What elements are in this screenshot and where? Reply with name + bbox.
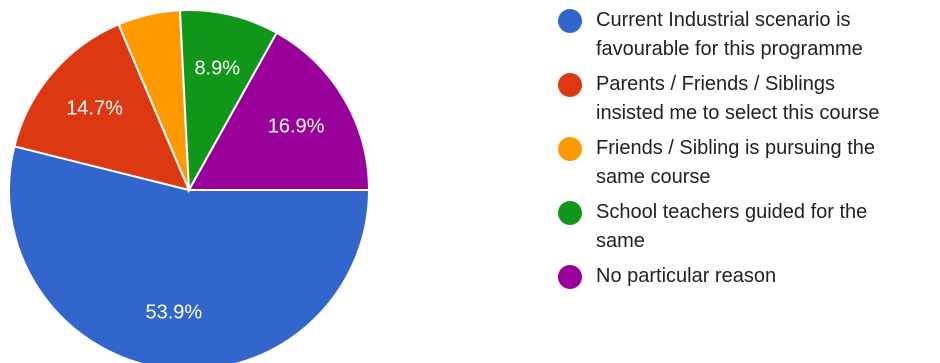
legend-label: School teachers guided for the same <box>596 201 868 252</box>
pie-slice[interactable] <box>187 31 371 191</box>
legend-label: Parents / Friends / Siblings insisted me… <box>596 73 880 124</box>
legend: Current Industrial scenario is favourabl… <box>558 6 938 297</box>
pie-chart: 53.9% 14.7% 8.9% 16.9% <box>8 9 371 363</box>
pie-slice[interactable] <box>8 145 371 363</box>
legend-item[interactable]: Friends / Sibling is pursuing the same c… <box>558 134 938 192</box>
legend-swatch-icon <box>558 265 582 289</box>
legend-item[interactable]: No particular reason <box>558 262 938 291</box>
legend-swatch-icon <box>558 201 582 225</box>
slice-percent-label: 8.9% <box>194 57 240 79</box>
legend-label: No particular reason <box>596 265 777 287</box>
legend-swatch-icon <box>558 9 582 33</box>
legend-item[interactable]: Parents / Friends / Siblings insisted me… <box>558 70 938 128</box>
legend-label: Current Industrial scenario is favourabl… <box>596 9 863 60</box>
legend-label: Friends / Sibling is pursuing the same c… <box>596 137 876 188</box>
slice-percent-label: 14.7% <box>66 98 123 120</box>
slice-percent-label: 53.9% <box>145 302 202 324</box>
pie-slice[interactable] <box>178 9 279 194</box>
pie-slice[interactable] <box>13 23 191 192</box>
slice-percent-label: 16.9% <box>268 115 325 137</box>
legend-item[interactable]: Current Industrial scenario is favourabl… <box>558 6 938 64</box>
legend-swatch-icon <box>558 73 582 97</box>
legend-item[interactable]: School teachers guided for the same <box>558 198 938 256</box>
legend-swatch-icon <box>558 137 582 161</box>
